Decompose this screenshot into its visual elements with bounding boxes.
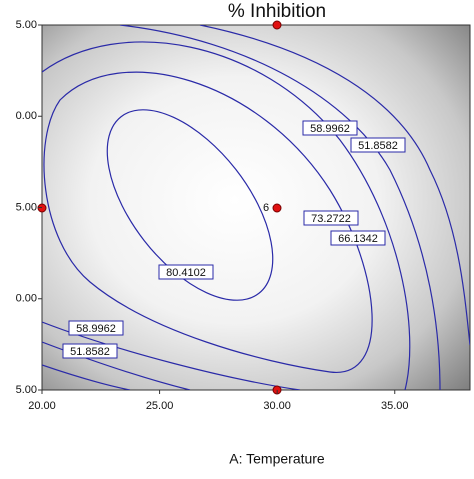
design-point <box>272 20 282 30</box>
x-tick-label: 25.00 <box>146 400 174 412</box>
contour-line <box>42 341 191 390</box>
contour-label-box <box>62 343 118 359</box>
x-tick-label: 20.00 <box>28 400 56 412</box>
contour-label: 51.8582 <box>358 140 398 152</box>
contour-label-box <box>302 120 358 136</box>
y-tick-label: 5.00 <box>16 201 37 213</box>
design-point <box>272 203 282 213</box>
contour-line <box>119 25 441 390</box>
contour-label: 66.1342 <box>338 233 378 245</box>
contour-label-box <box>68 320 124 336</box>
contour-line <box>199 25 470 346</box>
chart-title: % Inhibition <box>228 1 326 22</box>
design-point-count: 6 <box>263 202 269 214</box>
contour-label-box <box>350 137 406 153</box>
contour-label: 58.9962 <box>310 123 350 135</box>
contour-label-box <box>330 230 386 246</box>
contour-line <box>43 71 373 373</box>
x-axis-title: A: Temperature <box>229 451 325 467</box>
contour-label-box <box>303 210 359 226</box>
label-layer: 51.8582 51.8582 58.9962 58.9962 66.1342 73.27… <box>37 20 406 395</box>
contour-label: 80.4102 <box>166 267 206 279</box>
y-tick-label: 5.00 <box>16 19 37 31</box>
contour-label: 58.9962 <box>76 323 116 335</box>
contour-line <box>106 109 274 301</box>
y-tick-label: 5.00 <box>16 384 37 396</box>
x-tick-label: 35.00 <box>381 400 409 412</box>
contour-label: 73.2722 <box>311 213 351 225</box>
y-tick-label: 0.00 <box>16 110 37 122</box>
contour-label-box <box>158 264 214 280</box>
contour-line <box>42 364 131 390</box>
y-tick-label: 0.00 <box>16 293 37 305</box>
x-tick-label: 30.00 <box>263 400 291 412</box>
contour-label: 51.8582 <box>70 346 110 358</box>
